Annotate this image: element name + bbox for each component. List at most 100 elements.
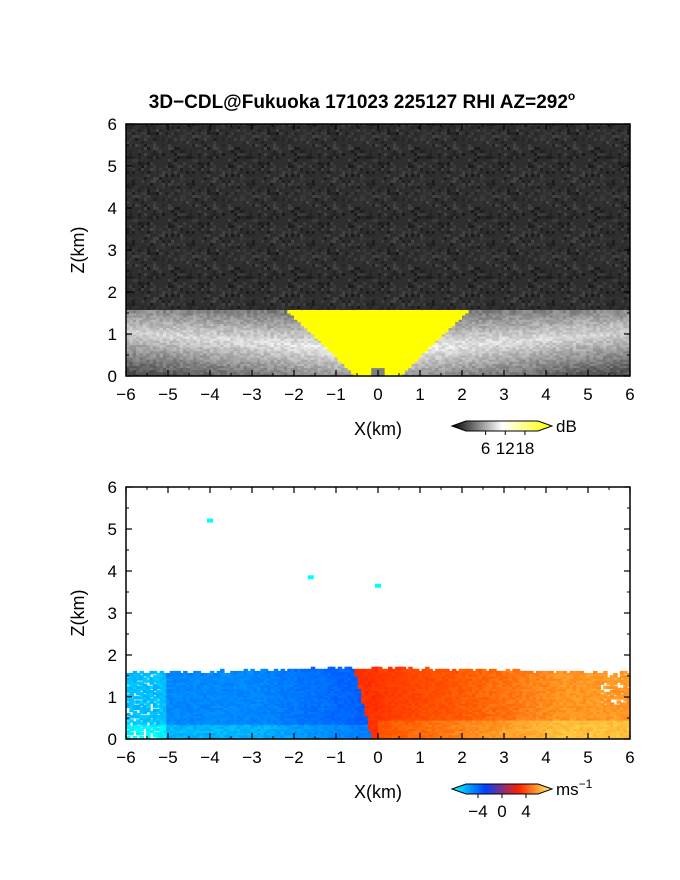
reflectivity-cell <box>330 314 336 318</box>
reflectivity-cell <box>505 364 511 369</box>
reflectivity-cell <box>283 370 289 375</box>
reflectivity-cell <box>482 333 487 337</box>
reflectivity-cell <box>519 362 524 366</box>
reflectivity-cell <box>277 349 282 354</box>
reflectivity-cell <box>381 358 386 362</box>
reflectivity-cell <box>240 347 245 352</box>
reflectivity-cell <box>277 339 282 343</box>
reflectivity-cell <box>189 326 195 331</box>
reflectivity-cell <box>216 318 222 322</box>
reflectivity-cell <box>334 328 339 333</box>
reflectivity-cell <box>220 339 225 343</box>
reflectivity-cell <box>509 347 514 352</box>
reflectivity-cell <box>260 358 265 362</box>
reflectivity-cell <box>509 364 514 369</box>
reflectivity-cell <box>341 349 346 354</box>
reflectivity-cell <box>220 360 225 364</box>
reflectivity-cell <box>438 354 443 358</box>
reflectivity-cell <box>354 358 359 362</box>
reflectivity-cell <box>438 318 443 322</box>
velocity-cell <box>132 685 138 690</box>
reflectivity-cell <box>582 345 588 350</box>
reflectivity-cell <box>398 335 403 339</box>
reflectivity-cell <box>381 354 386 358</box>
reflectivity-cell <box>515 339 521 343</box>
velocity-cell <box>159 729 165 734</box>
reflectivity-cell <box>257 373 262 376</box>
reflectivity-cell <box>176 335 181 339</box>
reflectivity-cell <box>300 362 306 366</box>
reflectivity-cell <box>472 347 477 352</box>
reflectivity-cell <box>310 312 316 316</box>
reflectivity-cell <box>199 352 205 356</box>
velocity-cell <box>139 685 144 690</box>
reflectivity-cell <box>240 354 245 358</box>
reflectivity-cell <box>505 314 511 318</box>
reflectivity-cell <box>562 366 568 371</box>
reflectivity-cell <box>539 318 544 322</box>
reflectivity-cell <box>314 322 319 327</box>
reflectivity-cell <box>398 320 403 324</box>
reflectivity-cell <box>596 341 601 345</box>
reflectivity-cell <box>162 368 168 373</box>
reflectivity-cell <box>206 358 212 362</box>
reflectivity-cell <box>509 373 514 376</box>
reflectivity-cell <box>569 358 575 362</box>
reflectivity-cell <box>478 320 484 324</box>
reflectivity-cell <box>199 328 205 333</box>
reflectivity-cell <box>250 356 255 360</box>
velocity-cell <box>139 681 144 685</box>
reflectivity-cell <box>337 314 343 318</box>
velocity-cell <box>146 733 151 738</box>
reflectivity-cell <box>166 320 171 324</box>
reflectivity-cell <box>414 366 420 371</box>
reflectivity-cell <box>304 364 309 369</box>
reflectivity-cell <box>330 324 336 329</box>
reflectivity-cell <box>532 322 538 327</box>
reflectivity-cell <box>330 328 336 333</box>
reflectivity-cell <box>394 314 400 318</box>
reflectivity-cell <box>381 335 386 339</box>
reflectivity-cell <box>226 370 232 375</box>
velocity-cell <box>149 694 155 698</box>
reflectivity-cell <box>562 331 568 335</box>
reflectivity-cell <box>210 333 215 337</box>
reflectivity-cell <box>388 362 393 366</box>
reflectivity-cell <box>186 341 191 345</box>
reflectivity-cell <box>582 370 588 375</box>
reflectivity-cell <box>455 352 460 356</box>
reflectivity-cell <box>492 352 497 356</box>
reflectivity-cell <box>310 318 316 322</box>
reflectivity-cell <box>408 312 413 316</box>
reflectivity-cell <box>136 370 141 375</box>
reflectivity-cell <box>408 347 413 352</box>
reflectivity-cell <box>260 322 265 327</box>
reflectivity-cell <box>189 366 195 371</box>
reflectivity-cell <box>388 314 393 318</box>
reflectivity-cell <box>495 314 501 318</box>
reflectivity-cell <box>579 356 585 360</box>
reflectivity-cell <box>324 358 329 362</box>
reflectivity-cell <box>324 356 329 360</box>
reflectivity-cell <box>230 331 235 335</box>
reflectivity-cell <box>341 316 346 320</box>
reflectivity-cell <box>270 324 275 329</box>
reflectivity-cell <box>599 316 605 320</box>
velocity-cell <box>159 715 165 719</box>
reflectivity-cell <box>388 310 393 314</box>
reflectivity-cell <box>233 368 239 373</box>
reflectivity-cell <box>498 310 504 314</box>
reflectivity-cell <box>320 310 326 314</box>
reflectivity-cell <box>300 314 306 318</box>
reflectivity-cell <box>166 328 171 333</box>
reflectivity-cell <box>411 326 417 331</box>
reflectivity-cell <box>488 331 494 335</box>
reflectivity-cell <box>525 360 531 364</box>
reflectivity-cell <box>136 312 141 316</box>
reflectivity-cell <box>213 345 218 350</box>
reflectivity-cell <box>418 328 423 333</box>
reflectivity-cell <box>341 320 346 324</box>
reflectivity-cell <box>357 370 363 375</box>
reflectivity-cell <box>546 368 551 373</box>
reflectivity-cell <box>498 320 504 324</box>
